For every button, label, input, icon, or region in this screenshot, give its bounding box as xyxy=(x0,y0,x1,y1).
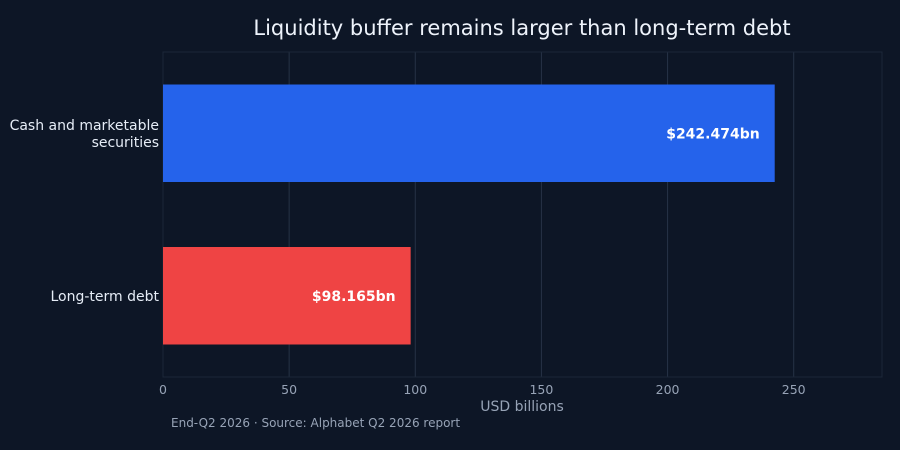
bar-value-label: $242.474bn xyxy=(666,126,760,142)
category-label-line: Long-term debt xyxy=(50,289,159,305)
x-tick-label: 250 xyxy=(782,382,806,397)
x-tick-label: 150 xyxy=(529,382,553,397)
x-axis-title: USD billions xyxy=(480,399,564,415)
bar-value-label: $98.165bn xyxy=(312,289,396,305)
x-tick-label: 0 xyxy=(159,382,167,397)
plot-area xyxy=(162,51,883,378)
bars: $242.474bn $98.165bn xyxy=(163,84,775,345)
category-label: Cash and marketable securities xyxy=(10,118,159,151)
x-tick-labels: 0 50 100 150 200 250 xyxy=(159,382,806,397)
chart-title: Liquidity buffer remains larger than lon… xyxy=(253,16,790,40)
category-label-line: Cash and marketable xyxy=(10,118,159,134)
bar xyxy=(163,84,775,182)
x-tick-label: 50 xyxy=(281,382,297,397)
source-note: End-Q2 2026 · Source: Alphabet Q2 2026 r… xyxy=(171,416,460,430)
x-tick-label: 200 xyxy=(656,382,680,397)
category-label-line: securities xyxy=(92,135,159,151)
category-labels: Cash and marketable securities Long-term d… xyxy=(10,118,160,305)
x-tick-label: 100 xyxy=(403,382,427,397)
bar xyxy=(163,247,411,345)
category-label: Long-term debt xyxy=(50,289,159,305)
